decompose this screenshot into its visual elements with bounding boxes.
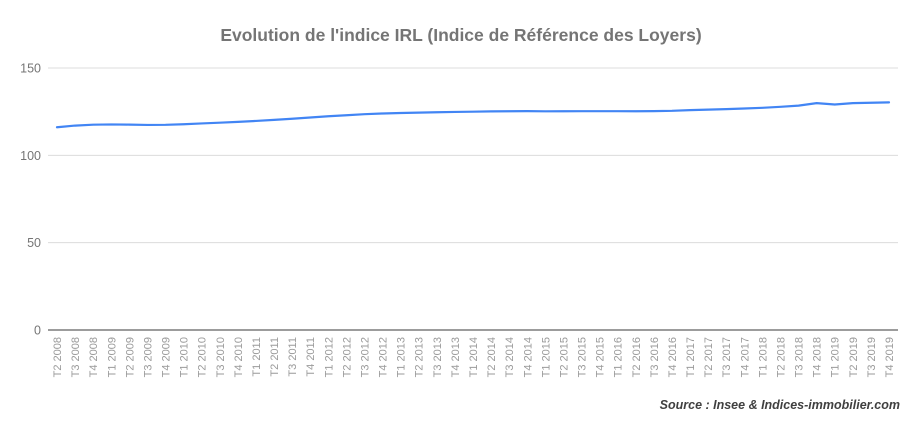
x-axis-label: T1 2009 [106, 337, 118, 377]
x-axis-label: T1 2016 [613, 337, 625, 377]
x-axis-label: T1 2011 [251, 337, 263, 377]
x-axis-label: T3 2015 [577, 337, 589, 377]
x-axis-label: T4 2011 [305, 337, 317, 377]
chart-title: Evolution de l'indice IRL (Indice de Réf… [220, 25, 702, 45]
x-axis-label: T4 2016 [667, 337, 679, 377]
x-axis-label: T2 2016 [631, 337, 643, 377]
x-axis-label: T1 2017 [685, 337, 697, 377]
x-axis-label: T2 2019 [848, 337, 860, 377]
x-axis-label: T4 2015 [595, 337, 607, 377]
x-axis-label: T2 2009 [124, 337, 136, 377]
x-axis-label: T3 2010 [215, 337, 227, 377]
x-axis-label: T2 2012 [341, 337, 353, 377]
y-axis-label: 150 [20, 62, 41, 76]
x-axis-label: T3 2016 [649, 337, 661, 377]
y-axis-label: 100 [20, 149, 41, 163]
x-axis-label: T2 2014 [486, 337, 498, 377]
x-axis-label: T3 2017 [721, 337, 733, 377]
x-axis-label: T4 2012 [378, 337, 390, 377]
x-axis-label: T4 2017 [739, 337, 751, 377]
source-note: Source : Insee & Indices-immobilier.com [659, 398, 900, 412]
y-axis-label: 0 [34, 324, 41, 338]
x-axis-label: T2 2011 [269, 337, 281, 377]
x-axis-label: T4 2018 [812, 337, 824, 377]
x-axis-label: T3 2009 [142, 337, 154, 377]
x-axis-label: T3 2008 [70, 337, 82, 377]
x-axis-label: T1 2019 [830, 337, 842, 377]
x-axis-label: T2 2017 [703, 337, 715, 377]
x-axis-label: T3 2012 [359, 337, 371, 377]
x-axis-label: T2 2010 [197, 337, 209, 377]
x-axis-label: T2 2008 [52, 337, 64, 377]
x-axis-label: T1 2015 [540, 337, 552, 377]
x-axis-label: T2 2013 [414, 337, 426, 377]
x-axis-label: T3 2019 [866, 337, 878, 377]
x-axis-label: T4 2019 [884, 337, 896, 377]
x-axis-label: T3 2018 [794, 337, 806, 377]
x-axis-label: T1 2018 [757, 337, 769, 377]
x-axis-label: T4 2008 [88, 337, 100, 377]
x-axis-label: T2 2015 [558, 337, 570, 377]
x-axis-label: T3 2011 [287, 337, 299, 377]
x-axis-label: T4 2010 [233, 337, 245, 377]
series-line-irl [55, 101, 891, 129]
x-axis-label: T1 2010 [179, 337, 191, 377]
x-axis-label: T1 2014 [468, 337, 480, 377]
x-axis-label: T1 2013 [396, 337, 408, 377]
x-axis-label: T2 2018 [775, 337, 787, 377]
x-axis-label: T3 2014 [504, 337, 516, 377]
x-axis-label: T1 2012 [323, 337, 335, 377]
x-axis-label: T4 2013 [450, 337, 462, 377]
x-axis-label: T4 2009 [161, 337, 173, 377]
x-axis-label: T3 2013 [432, 337, 444, 377]
y-axis-label: 50 [27, 236, 41, 250]
x-axis-label: T4 2014 [522, 337, 534, 377]
